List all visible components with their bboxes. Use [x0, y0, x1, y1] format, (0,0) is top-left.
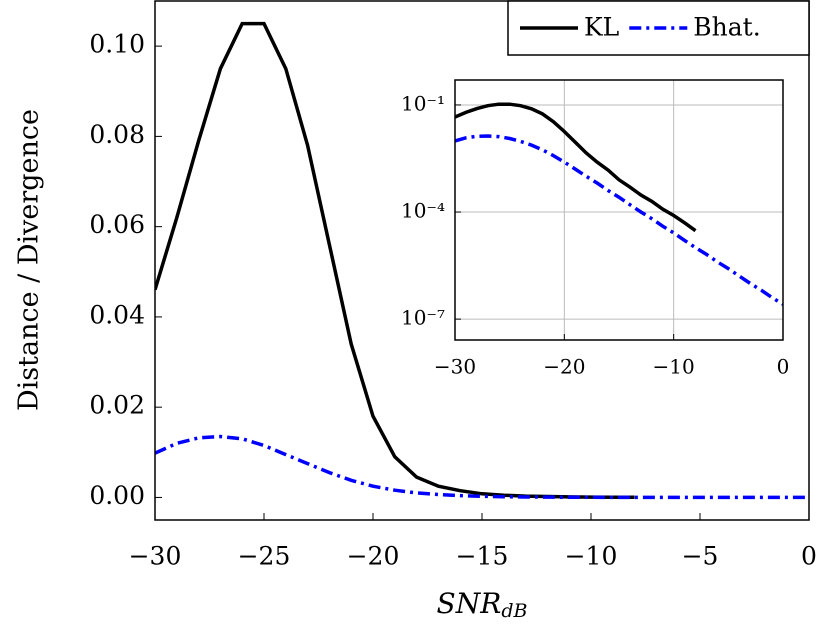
x-tick-label: −10 [565, 542, 618, 571]
legend-label: KL [584, 13, 619, 42]
x-tick-label: −30 [434, 355, 476, 379]
y-tick-label: 10⁻¹ [401, 91, 445, 115]
y-tick-label: 0.04 [89, 300, 145, 329]
series-line [455, 102, 697, 233]
y-tick-label: 10⁻⁴ [401, 199, 445, 223]
x-tick-label: −20 [543, 355, 585, 379]
x-tick-label: −5 [682, 542, 719, 571]
x-tick-label: −25 [238, 542, 291, 571]
x-tick-label: −10 [653, 355, 695, 379]
y-tick-label: 0.10 [89, 30, 145, 59]
x-tick-label: −15 [456, 542, 509, 571]
y-tick-label: 0.06 [89, 210, 145, 239]
x-label-main: SNR [437, 587, 502, 620]
y-tick-label: 0.08 [89, 120, 145, 149]
legend-label: Bhat. [693, 13, 760, 42]
y-tick-label: 0.02 [89, 391, 145, 420]
y-tick-label: 0.00 [89, 481, 145, 510]
x-tick-label: 0 [777, 355, 790, 379]
plot-frame [454, 79, 784, 341]
y-axis-label: Distance / Divergence [14, 109, 45, 411]
y-tick-label: 10⁻⁷ [401, 306, 445, 330]
series-line [455, 134, 783, 306]
x-axis-label: SNRdB [437, 587, 528, 623]
x-label-sub: dB [501, 600, 527, 622]
plot-background [455, 80, 783, 340]
plot-frame [154, 0, 810, 521]
series-line [155, 434, 809, 500]
x-tick-label: −20 [347, 542, 400, 571]
x-tick-label: −30 [129, 542, 182, 571]
x-tick-label: 0 [801, 542, 817, 571]
